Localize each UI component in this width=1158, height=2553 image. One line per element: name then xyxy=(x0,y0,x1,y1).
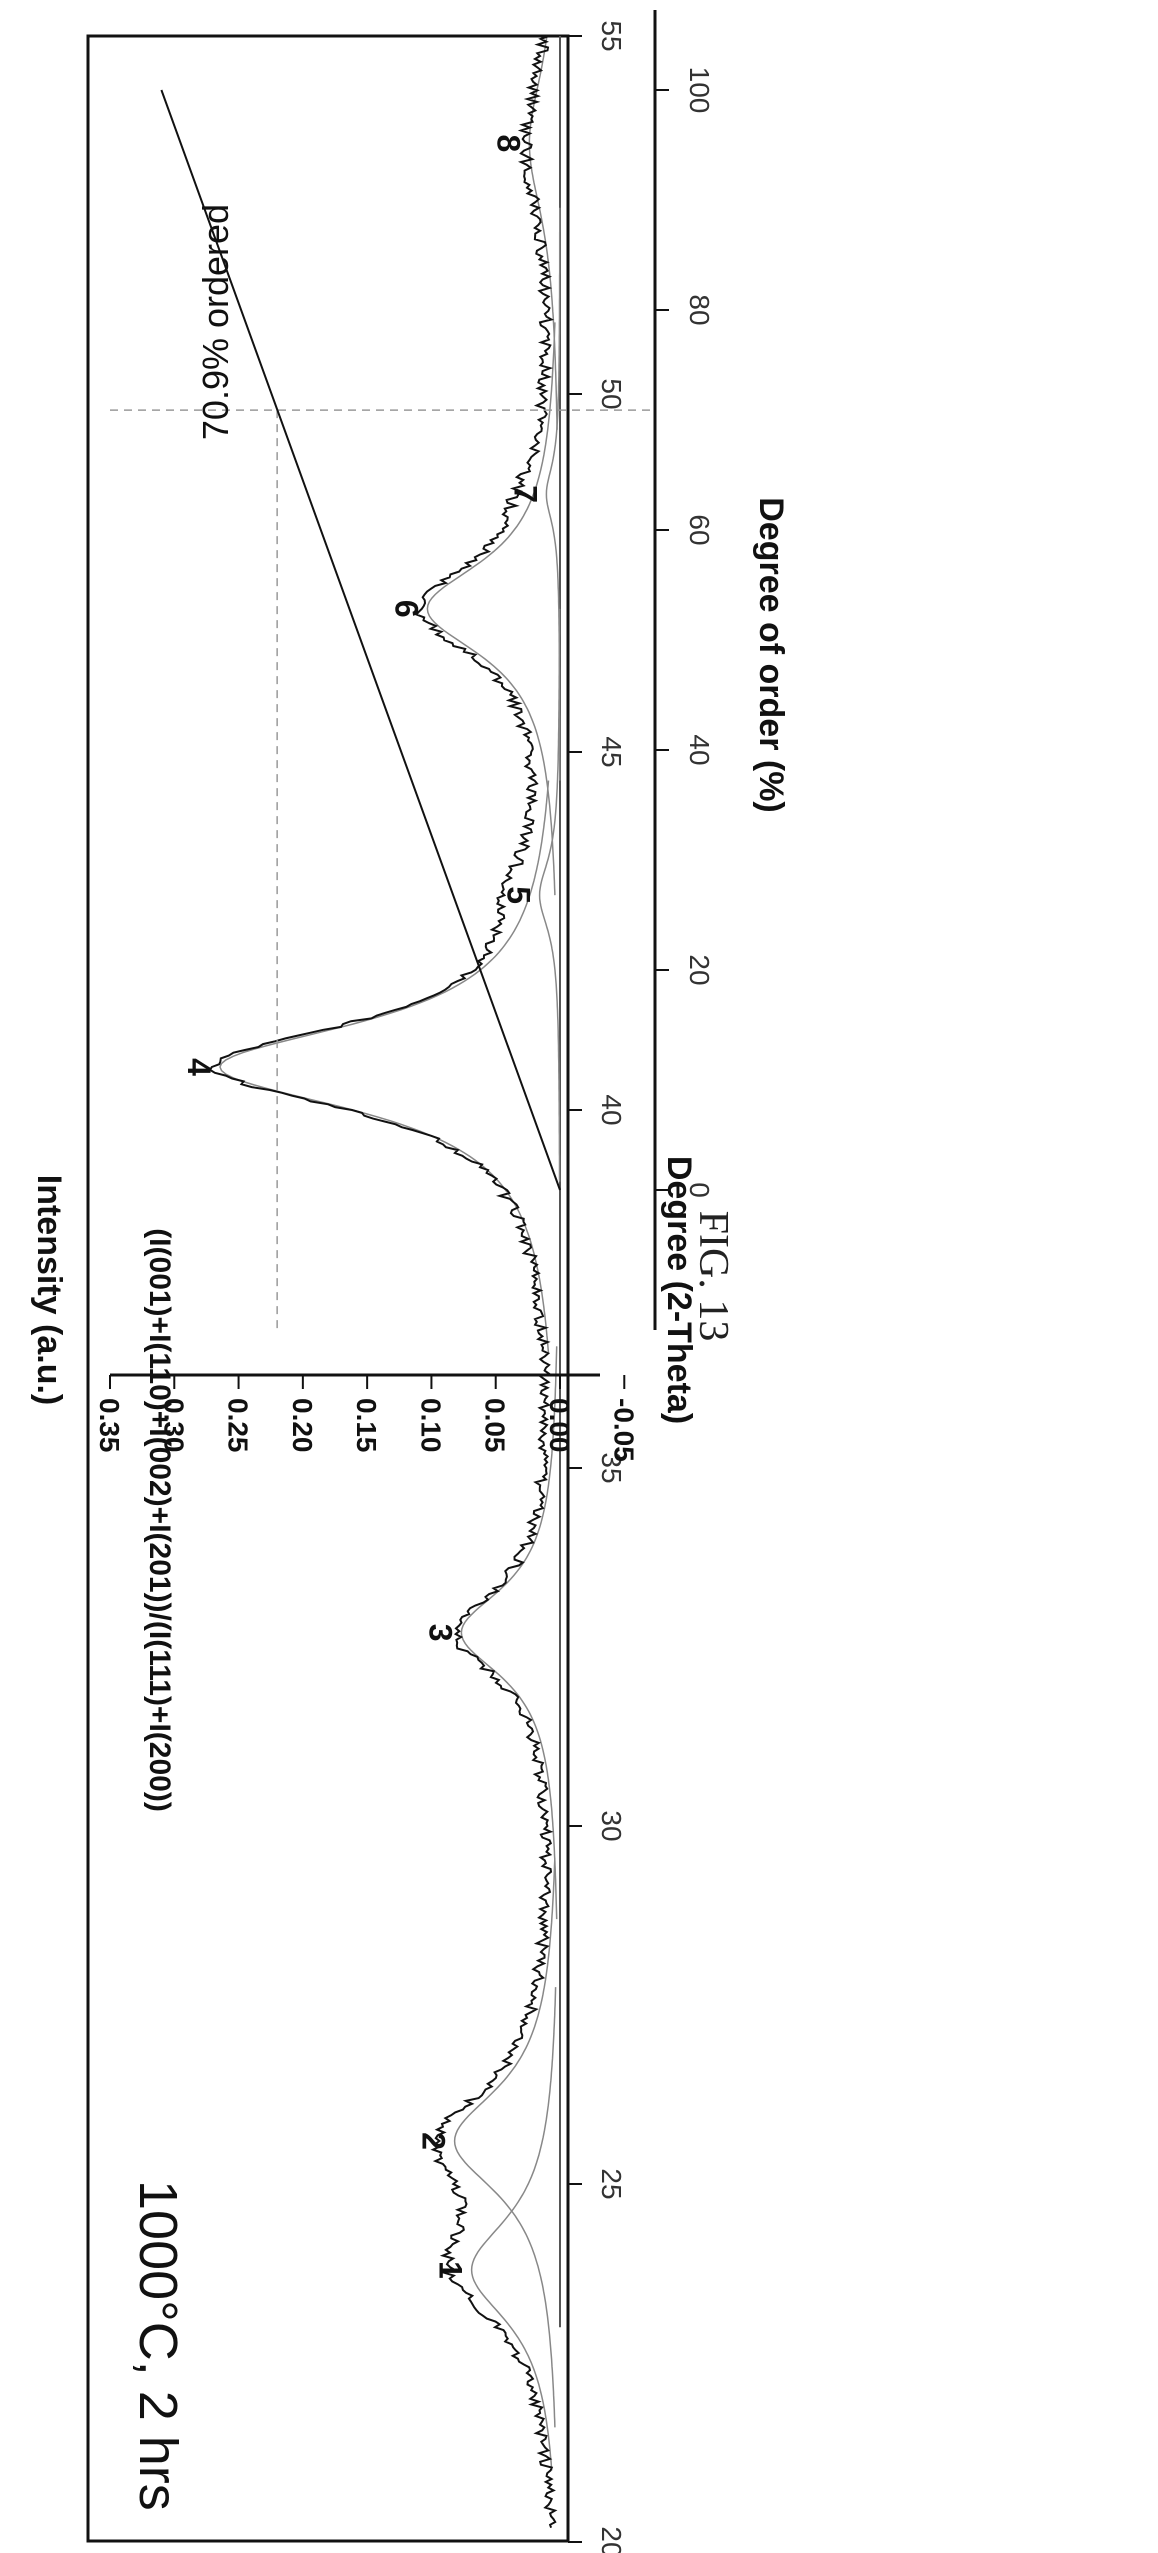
order-y-tick-label: 0.25 xyxy=(223,1398,254,1453)
xrd-peak-label: 3 xyxy=(422,1624,458,1642)
order-y-tick-label: -0.05 xyxy=(608,1398,639,1462)
order-x-tick-label: 20 xyxy=(684,954,715,985)
order-x-axis-label: Degree of order (%) xyxy=(752,497,790,813)
xrd-peak-label: 6 xyxy=(388,600,424,618)
xrd-x-tick-label: 20 xyxy=(596,2526,627,2553)
xrd-peak-label: 1 xyxy=(433,2261,469,2279)
xrd-peak-fit xyxy=(453,1858,556,2428)
order-x-tick-label: 80 xyxy=(684,294,715,325)
xrd-x-ticks: 20 25 30 35 40 45 50 55 xyxy=(568,20,627,2553)
order-y-tick-label: 0.05 xyxy=(480,1398,511,1453)
xrd-peak-fit xyxy=(460,1346,558,1920)
order-x-tick-label: 60 xyxy=(684,514,715,545)
xrd-x-tick-label: 30 xyxy=(596,1810,627,1841)
xrd-peak-fit xyxy=(426,322,556,896)
xrd-x-tick-label: 45 xyxy=(596,736,627,767)
xrd-x-tick-label: 50 xyxy=(596,378,627,409)
xrd-peak-fit xyxy=(538,608,561,1182)
order-x-tick-label: 100 xyxy=(684,67,715,114)
xrd-x-tick-label: 25 xyxy=(596,2168,627,2199)
figure-label: FIG. 13 xyxy=(690,1211,736,1342)
order-y-tick-label: 0.10 xyxy=(415,1398,446,1453)
xrd-peak-label: 8 xyxy=(490,135,526,153)
order-y-tick-label: 0.15 xyxy=(351,1398,382,1453)
xrd-peak-labels: 1 2 3 4 5 6 7 8 xyxy=(181,135,543,2279)
order-chart: 0 20 40 60 80 100 -0.05 0.00 0.05 0.10 0.15 0.20 0.… xyxy=(94,10,790,1812)
xrd-peak-label: 2 xyxy=(416,2132,452,2150)
order-marker-label: 70.9% ordered xyxy=(195,204,236,440)
order-y-tick-label: 0.30 xyxy=(158,1398,189,1453)
xrd-y-axis-label: Intensity (a.u.) xyxy=(30,1175,68,1405)
xrd-peak-label: 5 xyxy=(501,886,537,904)
order-series-line xyxy=(160,89,561,1191)
xrd-peak-label: 4 xyxy=(181,1058,217,1076)
order-y-tick-label: 0.35 xyxy=(94,1398,125,1453)
xrd-x-tick-label: 35 xyxy=(596,1452,627,1483)
order-x-tick-label: 0 xyxy=(684,1182,715,1198)
order-x-ticks: 0 20 40 60 80 100 xyxy=(655,67,715,1198)
xrd-plot-frame xyxy=(86,34,570,2543)
xrd-peak-fits xyxy=(219,35,561,2471)
xrd-measured-trace xyxy=(208,35,558,2529)
order-y-ticks: -0.05 0.00 0.05 0.10 0.15 0.20 0.25 0.30 0.35 xyxy=(94,1375,639,1462)
order-x-tick-label: 40 xyxy=(684,734,715,765)
order-y-tick-label: 0.00 xyxy=(544,1398,575,1453)
xrd-peak-fit xyxy=(545,207,561,781)
xrd-peak-label: 7 xyxy=(507,485,543,503)
order-y-tick-label: 0.20 xyxy=(287,1398,318,1453)
xrd-annotation: 1000°C, 2 hrs xyxy=(128,2180,188,2511)
xrd-x-tick-label: 40 xyxy=(596,1094,627,1125)
xrd-peak-fit xyxy=(219,780,550,1354)
order-y-axis-label: (I(001)+I(110)+I(002)+I(201))/(I(111)+I(… xyxy=(143,1228,176,1812)
xrd-peak-fit xyxy=(470,1987,557,2471)
xrd-x-tick-label: 55 xyxy=(596,20,627,51)
xrd-x-axis-label: Degree (2-Theta) xyxy=(660,1156,698,1424)
